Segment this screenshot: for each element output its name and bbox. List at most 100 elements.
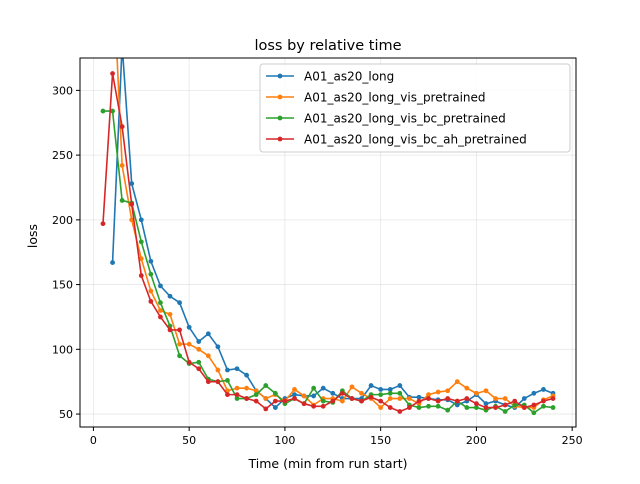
data-point (320, 403, 326, 409)
data-point (129, 201, 135, 207)
data-point (426, 392, 431, 398)
data-point (138, 273, 144, 278)
data-point (301, 393, 307, 399)
data-point (186, 359, 192, 365)
legend-label: A01_as20_long_vis_pretrained (304, 91, 486, 105)
ticks: 0 50 100 150 200 250 50 100 150 200 250 300 (52, 84, 583, 447)
data-point (550, 396, 556, 401)
y-tick-label: 200 (52, 214, 73, 227)
legend-label: A01_as20_long_vis_bc_ah_pretrained (304, 133, 527, 147)
data-point (129, 181, 135, 186)
x-tick-label: 0 (90, 434, 97, 447)
data-point (454, 398, 460, 404)
y-tick-label: 150 (52, 279, 73, 292)
data-point (205, 331, 211, 337)
data-point (253, 392, 259, 398)
data-point (196, 366, 202, 372)
series-lines (100, 43, 556, 416)
data-point (196, 346, 202, 352)
data-point (234, 385, 240, 391)
data-point (282, 398, 288, 404)
data-point (167, 311, 173, 317)
data-point (320, 398, 326, 404)
data-point (397, 396, 403, 401)
data-point (148, 288, 154, 294)
data-point (120, 43, 125, 48)
data-point (292, 387, 297, 392)
data-point (158, 314, 163, 320)
data-point (320, 385, 326, 391)
data-point (531, 390, 537, 396)
series-line (102, 110, 554, 414)
data-point (138, 256, 144, 262)
series-line (116, 58, 554, 409)
data-point (512, 398, 518, 404)
data-point (445, 388, 451, 394)
data-point (110, 108, 115, 114)
legend-label: A01_as20_long (304, 70, 394, 84)
data-point (378, 398, 384, 404)
data-point (272, 390, 278, 396)
data-point (483, 401, 489, 407)
data-point (244, 385, 250, 391)
data-point (234, 392, 240, 398)
legend-box (259, 63, 571, 153)
data-point (406, 405, 412, 410)
data-point (253, 398, 259, 404)
y-tick-label: 300 (52, 84, 73, 97)
data-point (435, 389, 441, 395)
data-point (186, 324, 192, 330)
data-point (215, 379, 221, 385)
data-point (426, 396, 431, 401)
data-point (464, 396, 470, 401)
data-point (474, 401, 479, 407)
data-point (311, 403, 317, 409)
data-point (474, 405, 479, 410)
data-point (110, 260, 115, 265)
data-point (512, 402, 518, 408)
data-point (464, 405, 470, 410)
data-point (464, 385, 470, 391)
data-point (445, 407, 451, 413)
data-point (330, 398, 336, 404)
data-point (474, 390, 479, 396)
data-point (167, 293, 173, 299)
data-point (416, 405, 422, 410)
data-point (196, 359, 202, 365)
data-point (158, 308, 163, 313)
data-point (349, 384, 355, 390)
data-point (225, 377, 230, 383)
data-point (100, 108, 106, 114)
data-point (426, 403, 431, 409)
x-tick-label: 250 (562, 434, 583, 447)
data-point (416, 398, 422, 404)
data-point (148, 258, 154, 264)
data-point (100, 221, 106, 227)
data-point (272, 398, 278, 404)
legend: A01_as20_long A01_as20_long_vis_pretraine… (259, 63, 571, 153)
data-point (215, 367, 221, 373)
data-point (435, 398, 441, 404)
data-point (330, 390, 336, 396)
data-point (387, 396, 393, 401)
data-point (196, 339, 202, 344)
data-point (225, 367, 230, 373)
data-point (177, 341, 182, 347)
data-point (158, 300, 163, 306)
data-point (138, 217, 144, 223)
data-point (253, 388, 259, 394)
data-point (272, 405, 278, 410)
data-point (167, 327, 173, 333)
data-point (521, 396, 527, 401)
data-point (349, 396, 355, 401)
data-point (406, 396, 412, 401)
data-point (387, 387, 393, 392)
data-point (368, 383, 374, 388)
data-point (397, 409, 403, 414)
data-point (339, 390, 345, 396)
data-point (119, 124, 125, 130)
data-point (378, 405, 384, 410)
data-point (292, 396, 297, 401)
data-point (158, 283, 163, 289)
data-point (119, 198, 125, 203)
